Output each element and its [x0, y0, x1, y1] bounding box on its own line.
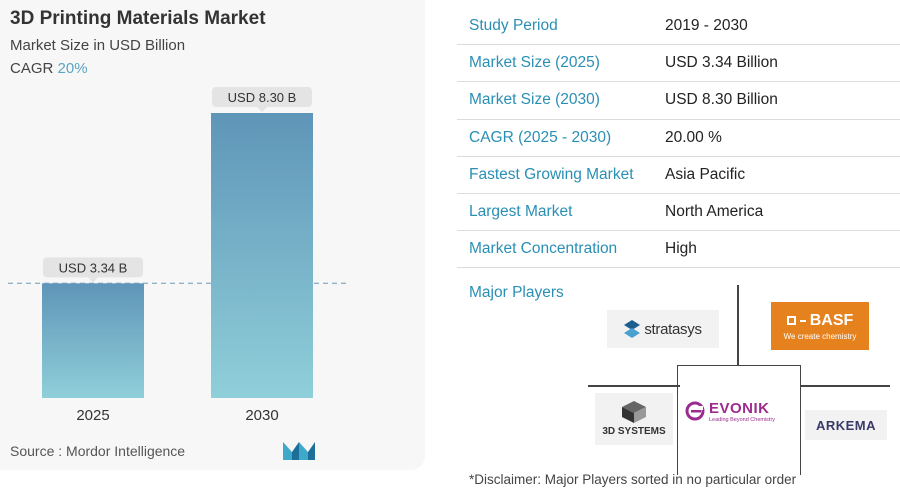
cagr-label: CAGR [10, 60, 54, 77]
summary-row: Largest Market North America [457, 194, 900, 232]
bar-chart: USD 3.34 B 2025 USD 8.30 B 2030 [8, 87, 350, 424]
summary-value: 20.00 % [665, 128, 722, 146]
data-label-bg-2025 [43, 257, 143, 278]
summary-key: Market Concentration [469, 240, 618, 258]
source-text: Source : Mordor Intelligence [10, 443, 186, 459]
basf-tagline: We create chemistry [783, 331, 857, 341]
data-label-2030: USD 8.30 B [228, 90, 297, 105]
arkema-name: ARKEMA [815, 417, 877, 433]
summary-row: Market Concentration High [457, 231, 900, 269]
stratasys-mark-icon [624, 320, 641, 338]
basf-name: BASF [809, 311, 854, 329]
summary-row: CAGR (2025 - 2030) 20.00 % [457, 120, 900, 157]
data-label-pointer-2025 [88, 277, 98, 283]
summary-value: North America [665, 203, 764, 221]
3d-systems-logo: 3D SYSTEMS [595, 393, 673, 445]
divider-vertical-top [737, 285, 739, 365]
mordor-intelligence-logo [283, 442, 315, 460]
summary-row: Study Period 2019 - 2030 [457, 8, 900, 46]
basf-logo: BASF We create chemistry [771, 302, 869, 350]
summary-value: High [665, 240, 697, 258]
evonik-logo: EVONIK Leading Beyond Chemistry [685, 393, 793, 429]
data-label-pointer-2030 [257, 107, 267, 112]
summary-key: Market Size (2030) [469, 91, 600, 109]
summary-key: Market Size (2025) [469, 54, 600, 72]
summary-key: Study Period [469, 17, 558, 35]
summary-row: Market Size (2025) USD 3.34 Billion [457, 45, 900, 83]
summary-value: USD 3.34 Billion [665, 54, 778, 72]
basf-square-icon [786, 316, 796, 325]
arkema-logo: ARKEMA [805, 410, 887, 440]
summary-value: Asia Pacific [665, 165, 746, 183]
evonik-name: EVONIK [709, 399, 770, 417]
cagr-line: CAGR 20% [10, 60, 88, 77]
data-label-2025: USD 3.34 B [59, 260, 128, 275]
center-box [677, 365, 801, 475]
tick-label-2030: 2030 [245, 407, 278, 424]
cagr-value: 20% [57, 60, 88, 77]
major-players-label: Major Players [469, 284, 564, 301]
bar-2030 [211, 113, 313, 398]
3d-systems-cube-icon [622, 401, 646, 423]
divider-horizontal-right [800, 385, 890, 387]
summary-table: Study Period 2019 - 2030 Market Size (2025… [457, 8, 900, 269]
bar-2025 [42, 283, 144, 398]
major-players-grid: stratasys BASF We create chemistry 3D SY… [585, 285, 895, 475]
summary-value: 2019 - 2030 [665, 17, 748, 35]
disclaimer-text: *Disclaimer: Major Players sorted in no … [469, 472, 797, 487]
3d-systems-name: 3D SYSTEMS [602, 426, 666, 437]
chart-title: 3D Printing Materials Market [10, 8, 266, 29]
summary-key: Largest Market [469, 203, 573, 221]
summary-key: CAGR (2025 - 2030) [469, 128, 612, 146]
divider-horizontal-left [588, 385, 680, 387]
summary-row: Fastest Growing Market Asia Pacific [457, 157, 900, 194]
summary-key: Fastest Growing Market [469, 165, 634, 183]
stratasys-logo: stratasys [607, 310, 719, 348]
evonik-tagline: Leading Beyond Chemistry [709, 416, 776, 423]
tick-label-2025: 2025 [76, 407, 109, 424]
chart-subtitle: Market Size in USD Billion [10, 37, 186, 54]
summary-row: Market Size (2030) USD 8.30 Billion [457, 82, 900, 120]
summary-value: USD 8.30 Billion [665, 91, 778, 109]
chart-panel: 3D Printing Materials Market Market Size… [0, 0, 425, 470]
data-label-bg-2030 [212, 87, 312, 107]
evonik-mark-icon [685, 401, 705, 421]
stratasys-name: stratasys [644, 320, 702, 338]
